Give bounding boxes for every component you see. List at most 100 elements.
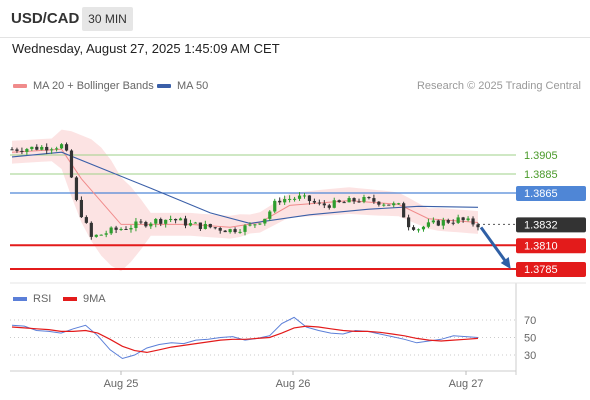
candle-body	[30, 146, 34, 150]
candle-body	[288, 198, 292, 200]
candle-body	[426, 222, 431, 227]
legend-rsi-ma: 9MA	[63, 293, 106, 305]
candle-body	[35, 146, 39, 150]
bollinger-band-fill	[12, 129, 478, 272]
candle-body	[183, 218, 188, 226]
candle-body	[198, 222, 202, 229]
candle-body	[59, 144, 64, 149]
candle-body	[45, 146, 49, 151]
candle-body	[104, 233, 108, 235]
legend-rsi-label: RSI	[33, 293, 52, 305]
candle-body	[40, 146, 44, 150]
candle-body	[119, 228, 123, 230]
level-tag-1.3785	[516, 262, 586, 277]
timeframe-button[interactable]: 30 MIN	[82, 7, 133, 31]
candle-body	[278, 200, 282, 203]
level-tag-1.3865	[516, 186, 586, 201]
legend-ma20-label: MA 20 + Bollinger Bands	[33, 80, 154, 92]
candle-body	[178, 218, 183, 221]
candle-body	[258, 223, 262, 225]
credit-text: Research © 2025 Trading Central	[416, 80, 581, 92]
candle-body	[248, 224, 252, 226]
candle-body	[312, 201, 317, 203]
candle-body	[322, 203, 326, 206]
legend-rsi-ma-label: 9MA	[83, 293, 106, 305]
candle-body	[20, 150, 24, 152]
level-tag-1.3810	[516, 238, 586, 254]
candle-body	[362, 197, 366, 202]
candle-body	[283, 199, 287, 203]
candle-body	[456, 217, 460, 223]
candle-body	[342, 202, 346, 204]
level-value-1.3785: 1.3785	[524, 264, 558, 276]
time-tick-label-0: Aug 25	[104, 378, 139, 390]
candle-body	[193, 222, 198, 224]
candle-body	[233, 229, 237, 233]
candle-body	[461, 217, 465, 221]
candle-body	[317, 202, 321, 204]
candle-body	[114, 227, 118, 230]
chart-header: USD/CAD 30 MIN	[0, 0, 590, 38]
forecast-arrow-head	[500, 257, 511, 269]
legend-rsi: RSI	[13, 293, 51, 305]
level-tags: 1.3905 1.3885 1.3865 1.3832 1.3810 1.3785	[516, 150, 586, 277]
candle-body	[382, 204, 386, 206]
level-value-1.3832: 1.3832	[524, 219, 558, 231]
candle-body	[64, 144, 69, 151]
rsi-line	[11, 316, 479, 360]
level-value-1.3865: 1.3865	[524, 188, 558, 200]
candle-body	[441, 220, 445, 226]
legend-ma50-label: MA 50	[177, 80, 209, 92]
time-tick-label-2: Aug 27	[449, 378, 484, 390]
candle-body	[84, 217, 88, 223]
candle-body	[466, 218, 470, 221]
candle-body	[451, 222, 455, 224]
candle-body	[154, 218, 158, 224]
candle-body	[144, 221, 148, 227]
ma50-swatch	[157, 84, 171, 88]
forecast-arrow-shaft	[479, 226, 508, 264]
candle-body	[253, 224, 257, 226]
legend-ma50: MA 50	[157, 80, 208, 92]
candle-body	[139, 221, 143, 223]
rsi-ma-line	[11, 325, 479, 354]
ma20-swatch	[13, 84, 27, 88]
candle-body	[213, 227, 217, 229]
candle-body	[159, 218, 163, 224]
candle-body	[243, 225, 247, 232]
header-divider	[0, 37, 590, 38]
rsi-swatch	[13, 297, 27, 301]
candle-body	[218, 228, 222, 231]
rsi-tick-70: 70	[524, 315, 536, 327]
candle-body	[471, 218, 475, 225]
legend-ma20: MA 20 + Bollinger Bands	[13, 80, 154, 92]
candle-body	[169, 218, 173, 220]
candle-body	[109, 227, 113, 234]
candle-body	[297, 195, 302, 199]
candle-body	[377, 201, 381, 205]
candle-body	[228, 229, 232, 233]
candle-body	[15, 149, 19, 151]
level-value-1.3905: 1.3905	[524, 150, 558, 162]
candle-body	[173, 218, 178, 221]
candle-body	[406, 217, 411, 228]
candle-body	[476, 224, 480, 228]
candle-body	[223, 230, 227, 233]
candle-body	[421, 226, 426, 230]
candle-body	[292, 198, 297, 200]
candles	[10, 142, 480, 240]
timestamp: Wednesday, August 27, 2025 1:45:09 AM CE…	[12, 41, 280, 56]
candle-body	[337, 200, 341, 203]
candle-body	[446, 220, 450, 223]
candle-body	[55, 148, 59, 150]
candle-body	[327, 205, 331, 208]
candle-body	[124, 228, 128, 230]
bollinger-band	[12, 129, 478, 272]
candle-body	[372, 198, 376, 202]
candle-body	[416, 229, 421, 231]
time-tick-label-1: Aug 26	[276, 378, 311, 390]
candle-body	[347, 198, 351, 203]
rsi-ma-swatch	[63, 297, 77, 301]
candle-body	[402, 203, 406, 218]
